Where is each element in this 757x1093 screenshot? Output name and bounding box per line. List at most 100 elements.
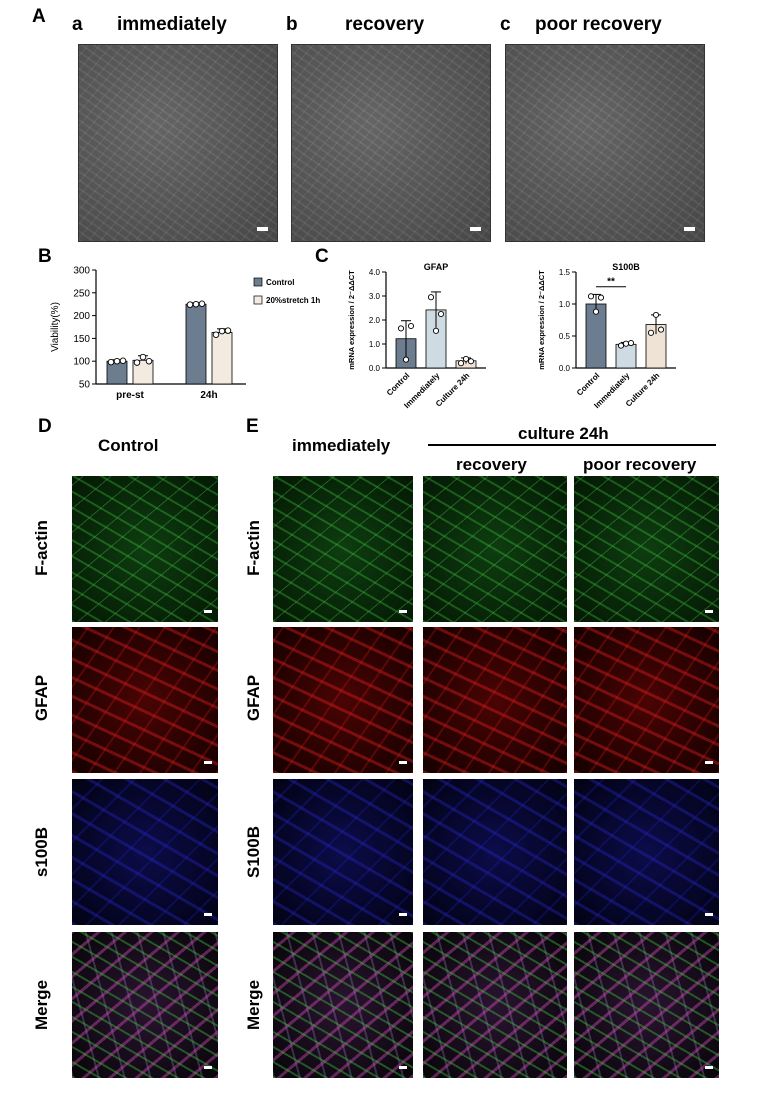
control-factin-image	[72, 476, 218, 622]
data-point	[119, 357, 127, 364]
subpanel-a-title: immediately	[117, 14, 227, 35]
data-point	[657, 326, 665, 333]
viability-chart: 50 100 150 200 250 300 Viability(%) pre-st 24h Co…	[50, 266, 320, 402]
scale-bar	[684, 227, 695, 231]
chart-title: S100B	[612, 262, 640, 272]
data-point	[597, 294, 605, 301]
immediately-gfap-image	[273, 627, 413, 773]
y-tick-label: 3.0	[369, 292, 381, 301]
data-point	[224, 327, 232, 334]
data-point	[457, 360, 465, 367]
data-point	[427, 294, 435, 301]
panel-a-label: A	[32, 6, 46, 27]
micrograph-immediately	[78, 44, 278, 242]
y-tick-label: 150	[73, 334, 90, 345]
x-tick-label: pre-st	[116, 390, 144, 401]
scale-bar	[705, 610, 713, 613]
y-tick-label: 0.0	[369, 364, 381, 373]
legend-label: 20%stretch 1h	[266, 296, 320, 305]
subpanel-b-title: recovery	[345, 14, 425, 35]
x-tick-label: Control	[385, 371, 411, 397]
y-tick-label: 100	[73, 357, 90, 368]
micrograph-recovery	[291, 44, 491, 242]
control-s100b-image	[72, 779, 218, 925]
y-axis-label: mRNA expression / 2⁻ΔΔCT	[537, 270, 546, 370]
gfap-chart: GFAP 0.0 1.0 2.0 3.0 4.0 mRNA expression / 2⁻Δ…	[347, 262, 486, 410]
row-label-factin-e: F-actin	[244, 520, 263, 576]
poor-recovery-factin-image	[574, 476, 719, 622]
legend-label: Control	[266, 278, 294, 287]
immediately-merge-image	[273, 932, 413, 1078]
group-divider-line	[428, 444, 716, 446]
bar	[185, 303, 207, 385]
data-point	[107, 358, 115, 366]
data-point	[587, 293, 595, 300]
row-label-merge-d: Merge	[32, 979, 51, 1031]
data-point	[139, 353, 147, 361]
subpanel-c-letter: c	[500, 14, 511, 35]
scale-bar	[204, 913, 212, 916]
scale-bar	[399, 610, 407, 613]
recovery-factin-image	[423, 476, 567, 622]
y-tick-label: 2.0	[369, 316, 381, 325]
data-point	[192, 300, 200, 308]
scale-bar	[204, 610, 212, 613]
data-point	[133, 359, 141, 366]
row-label-gfap-e: GFAP	[244, 674, 263, 722]
panel-d-title: Control	[98, 436, 159, 455]
scale-bar	[204, 761, 212, 764]
y-tick-label: 50	[79, 380, 91, 391]
row-label-merge-e: Merge	[244, 979, 263, 1031]
x-tick-label: Control	[575, 371, 601, 397]
data-point	[432, 327, 440, 334]
recovery-s100b-image	[423, 779, 567, 925]
data-point	[462, 355, 470, 362]
chart-title: GFAP	[424, 262, 449, 272]
data-point	[437, 310, 445, 318]
col-title-recovery: recovery	[456, 455, 527, 474]
panel-c-label: C	[315, 246, 329, 267]
poor-recovery-merge-image	[574, 932, 719, 1078]
micrograph-poor-recovery	[505, 44, 705, 242]
data-point	[397, 325, 405, 332]
control-merge-image	[72, 932, 218, 1078]
y-tick-label: 1.5	[559, 268, 571, 277]
s100b-chart: S100B 0.0 0.5 1.0 1.5 mRNA expression / 2⁻ΔΔC…	[537, 262, 676, 410]
subpanel-a-letter: a	[72, 14, 83, 35]
scale-bar	[399, 761, 407, 764]
subpanel-b-letter: b	[286, 14, 298, 35]
data-point	[592, 308, 600, 315]
recovery-merge-image	[423, 932, 567, 1078]
col-title-immediately: immediately	[292, 436, 391, 455]
row-label-s100b-e: S100B	[244, 826, 263, 878]
scale-bar	[399, 1066, 407, 1069]
legend-swatch	[253, 295, 263, 305]
data-point	[647, 329, 655, 336]
legend-swatch	[253, 277, 263, 287]
data-point	[407, 322, 415, 330]
subpanel-c-title: poor recovery	[535, 14, 662, 35]
poor-recovery-s100b-image	[574, 779, 719, 925]
y-axis-label: mRNA expression / 2⁻ΔΔCT	[347, 270, 356, 370]
y-tick-label: 300	[73, 266, 90, 277]
scale-bar	[204, 1066, 212, 1069]
data-point	[198, 300, 206, 307]
y-tick-label: 1.0	[369, 340, 381, 349]
y-axis-label: Viability(%)	[50, 302, 61, 352]
scale-bar	[705, 761, 713, 764]
data-point	[145, 357, 153, 365]
y-tick-label: 4.0	[369, 268, 381, 277]
bar	[211, 332, 233, 385]
data-point	[627, 339, 635, 347]
y-tick-label: 0.5	[559, 332, 571, 341]
poor-recovery-gfap-image	[574, 627, 719, 773]
data-point	[212, 331, 220, 339]
data-point	[113, 357, 121, 365]
data-point	[402, 356, 410, 363]
scale-bar	[705, 1066, 713, 1069]
scale-bar	[257, 227, 268, 231]
data-point	[617, 342, 625, 349]
significance-label: **	[607, 277, 615, 288]
immediately-factin-image	[273, 476, 413, 622]
row-label-s100b-d: s100B	[32, 826, 51, 878]
